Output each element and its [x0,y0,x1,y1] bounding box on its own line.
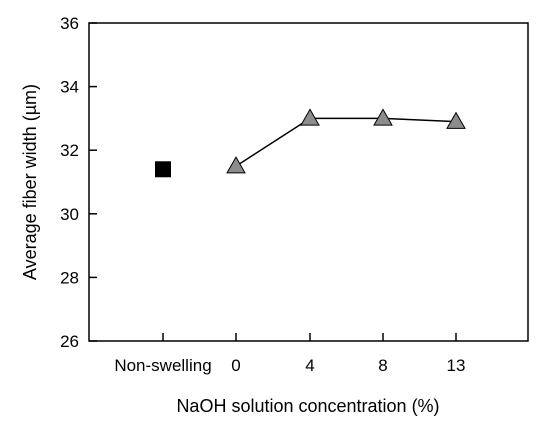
x-tick-label: Non-swelling [114,356,211,375]
x-axis-label: NaOH solution concentration (%) [176,396,439,416]
data-point-triangle [373,108,393,126]
data-marks [155,108,466,178]
x-tick-label: 4 [305,356,314,375]
x-axis: Non-swelling 0 4 8 13 [114,333,465,375]
y-tick-label: 34 [60,78,79,97]
y-axis-label: Average fiber width (µm) [20,84,40,280]
y-tick-label: 36 [60,14,79,33]
data-point-triangle [300,108,320,126]
data-point-triangle [446,111,466,129]
data-point-square [155,161,171,178]
x-tick-label: 8 [378,356,387,375]
x-tick-label: 0 [231,356,240,375]
y-tick-label: 28 [60,268,79,287]
series-line [235,117,457,167]
y-axis: 26 28 30 32 34 36 [60,14,97,351]
y-tick-label: 30 [60,205,79,224]
y-tick-label: 32 [60,141,79,160]
x-tick-label: 13 [447,356,466,375]
data-point-triangle [226,156,246,174]
y-tick-label: 26 [60,332,79,351]
plot-area-frame [88,22,529,342]
